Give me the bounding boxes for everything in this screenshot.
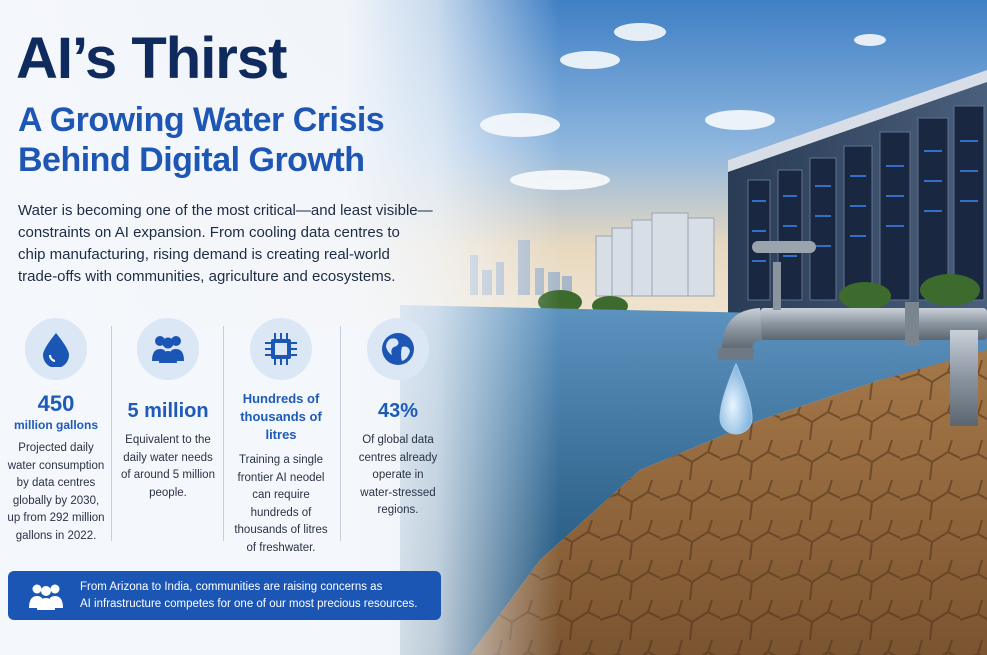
- stat-value: 5 million: [127, 400, 209, 422]
- stat-water-stressed: 43% Of global data centres already opera…: [344, 318, 452, 520]
- value-line: thousands of litres: [240, 409, 322, 442]
- intro-paragraph: Water is becoming one of the most critic…: [18, 200, 448, 288]
- callout-banner: From Arizona to India, communities are r…: [8, 571, 441, 620]
- chip-icon: [250, 318, 312, 380]
- intro-line: chip manufacturing, rising demand is cre…: [18, 246, 390, 263]
- desc-line: frontier AI neodel: [237, 471, 325, 484]
- desc-line: people.: [149, 486, 187, 499]
- desc-line: of freshwater.: [246, 541, 316, 554]
- subtitle-line-2: Behind Digital Growth: [18, 141, 365, 179]
- desc-line: hundreds of: [250, 506, 312, 519]
- desc-line: up from 292 million: [7, 512, 105, 524]
- water-droplet: [719, 362, 753, 435]
- desc-line: operate in: [372, 469, 424, 481]
- stat-description: Equivalent to the daily water needs of a…: [116, 432, 220, 502]
- desc-line: Of global data: [362, 434, 434, 446]
- stat-water-consumption: 450 million gallons Projected daily wate…: [4, 318, 108, 545]
- storage-tanks: [595, 212, 715, 297]
- desc-line: regions.: [377, 504, 419, 516]
- desc-line: thousands of litres: [234, 524, 328, 536]
- desc-line: Equivalent to the: [125, 434, 211, 446]
- intro-line: trade-offs with communities, agriculture…: [18, 268, 396, 285]
- community-icon: [28, 581, 64, 611]
- desc-line: can require: [252, 489, 310, 501]
- stat-value: 450: [37, 391, 75, 416]
- banner-line: From Arizona to India, communities are r…: [80, 580, 383, 593]
- stat-training-water: Hundreds of thousands of litres Training…: [224, 318, 338, 557]
- faucet: [718, 241, 987, 426]
- desc-line: by data centres: [16, 477, 96, 489]
- data-centre-building: [728, 70, 987, 320]
- desc-line: gallons in 2022.: [15, 529, 97, 542]
- desc-line: of around 5 million: [121, 469, 215, 481]
- stat-divider: [340, 326, 341, 541]
- water-drop-icon: [25, 318, 87, 380]
- people-group-icon: [137, 318, 199, 380]
- stat-divider: [223, 326, 224, 541]
- intro-line: Water is becoming one of the most critic…: [18, 202, 433, 219]
- stat-description: Training a single frontier AI neodel can…: [224, 452, 338, 557]
- subtitle-line-1: A Growing Water Crisis: [18, 101, 385, 139]
- globe-icon: [367, 318, 429, 380]
- stat-value: Hundreds of thousands of litres: [224, 390, 338, 444]
- stat-divider: [111, 326, 112, 541]
- desc-line: daily water needs: [123, 451, 213, 464]
- stat-value: 43%: [377, 400, 419, 422]
- banner-text: From Arizona to India, communities are r…: [80, 579, 417, 613]
- desc-line: Projected daily: [18, 442, 94, 454]
- intro-line: constraints on AI expansion. From coolin…: [18, 224, 400, 241]
- value-line: Hundreds of: [242, 391, 320, 406]
- desc-line: globally by 2030,: [12, 494, 100, 507]
- desc-line: water-stressed: [360, 486, 436, 499]
- desc-line: centres already: [358, 451, 438, 464]
- banner-line: AI infrastructure competes for one of ou…: [80, 597, 418, 610]
- stat-description: Of global data centres already operate i…: [344, 432, 452, 520]
- stat-people-equivalent: 5 million Equivalent to the daily water …: [116, 318, 220, 502]
- stat-unit: million gallons: [13, 418, 98, 432]
- page-subtitle: A Growing Water Crisis Behind Digital Gr…: [18, 100, 385, 180]
- stat-description: Projected daily water consumption by dat…: [4, 440, 108, 545]
- desc-line: Training a single: [239, 454, 323, 466]
- page-title: AI’s Thirst: [16, 26, 287, 91]
- desc-line: water consumption: [7, 459, 105, 472]
